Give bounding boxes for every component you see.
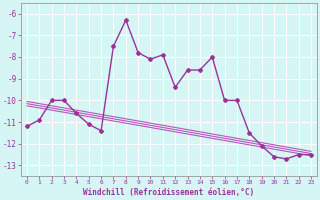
X-axis label: Windchill (Refroidissement éolien,°C): Windchill (Refroidissement éolien,°C) xyxy=(84,188,255,197)
